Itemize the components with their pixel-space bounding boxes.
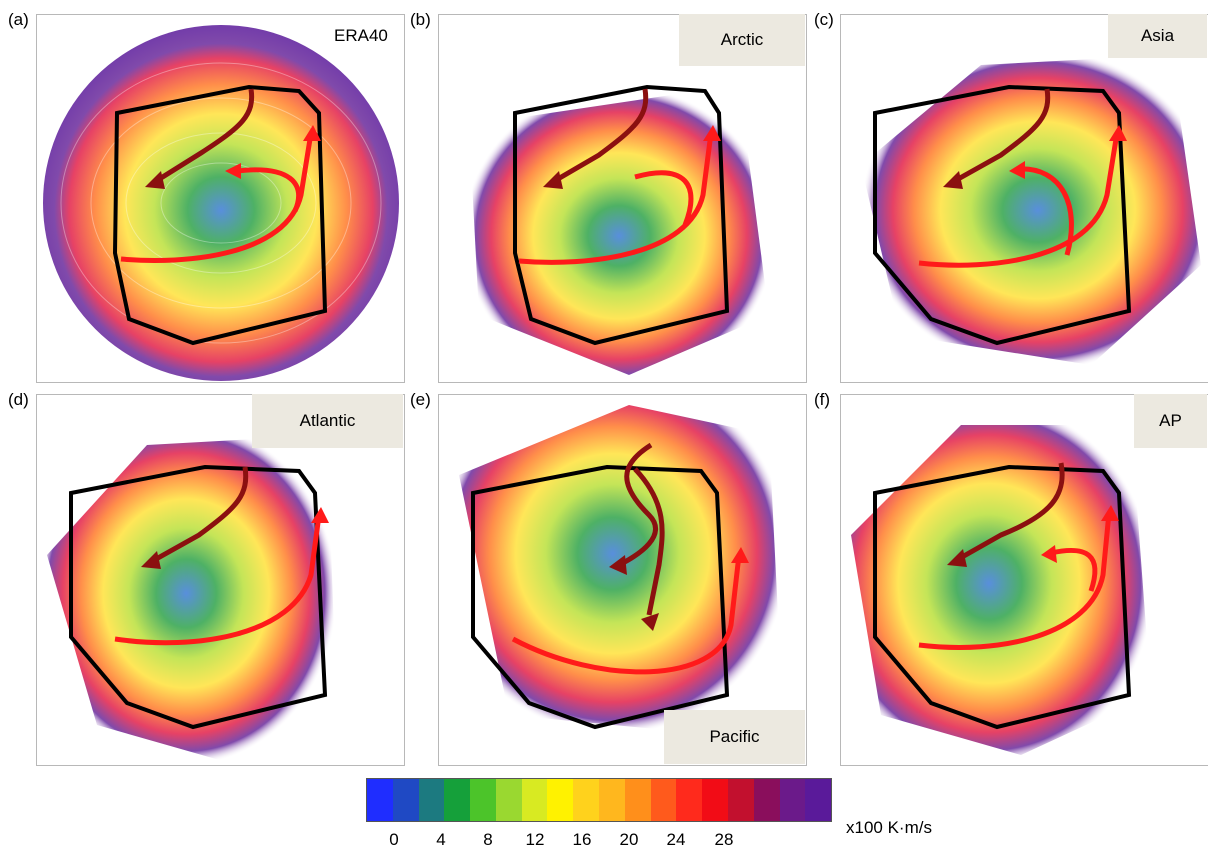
panel-letter: (f) xyxy=(814,390,831,409)
streamline-map xyxy=(459,405,779,735)
map-frame xyxy=(438,14,807,383)
streamline-map xyxy=(861,55,1201,365)
streamline-map xyxy=(469,84,769,375)
flow-field xyxy=(851,425,1151,755)
colorbar-cell xyxy=(573,779,600,821)
domain-box xyxy=(69,464,328,730)
domain-box xyxy=(513,84,730,346)
colorbar-cell xyxy=(599,779,625,821)
panel-label: AP xyxy=(1134,394,1207,448)
colorbar-tick-label: 0 xyxy=(389,830,399,849)
domain-box xyxy=(873,84,1132,346)
colorbar-cell xyxy=(650,779,677,821)
flow-arrow-dark xyxy=(151,88,255,186)
colorbar-cell xyxy=(444,779,471,821)
colorbar-units: x100 K·m/s xyxy=(846,818,932,837)
map-frame xyxy=(840,14,1208,383)
colorbar-tick-label: 12 xyxy=(525,830,545,849)
colorbar-cell xyxy=(521,779,548,821)
streamline-map xyxy=(851,425,1151,755)
flow-arrow-dark xyxy=(949,88,1051,186)
colorbar-tick-label: 28 xyxy=(714,830,734,849)
colorbar xyxy=(366,778,832,822)
panel-label: Pacific xyxy=(664,710,805,764)
streamline-map xyxy=(47,435,337,765)
panel-label: Atlantic xyxy=(252,394,403,448)
colorbar-cell xyxy=(805,779,832,821)
colorbar-cell xyxy=(367,779,393,821)
map-frame xyxy=(840,394,1208,766)
panel-letter: (b) xyxy=(410,10,431,29)
colorbar-cell xyxy=(624,779,651,821)
colorbar-cell xyxy=(495,779,522,821)
flow-arrow-bright xyxy=(518,132,714,265)
colorbar-tick-label: 20 xyxy=(619,830,639,849)
panel-label: ERA40 xyxy=(334,26,388,45)
flow-arrow-dark xyxy=(617,442,658,568)
colorbar-cell xyxy=(727,779,754,821)
domain-box xyxy=(873,464,1132,730)
colorbar-cell xyxy=(470,779,496,821)
flow-field xyxy=(861,55,1201,365)
colorbar-cell xyxy=(418,779,445,821)
panel-label: Asia xyxy=(1108,14,1207,58)
flow-arrow-dark xyxy=(549,88,649,186)
domain-box xyxy=(112,84,328,346)
flow-field xyxy=(469,85,769,375)
panel-letter: (e) xyxy=(410,390,431,409)
domain-box xyxy=(471,464,730,730)
streamline-map xyxy=(43,25,399,381)
map-frame xyxy=(438,394,807,766)
flow-arrow-bright xyxy=(918,512,1112,650)
map-frame xyxy=(36,394,405,766)
flow-arrow-bright xyxy=(511,554,742,675)
colorbar-tick-label: 16 xyxy=(572,830,592,849)
flow-field xyxy=(43,25,399,381)
colorbar-tick-label: 4 xyxy=(436,830,446,849)
colorbar-cell xyxy=(702,779,728,821)
panel-letter: (c) xyxy=(814,10,834,29)
colorbar-cell xyxy=(392,779,419,821)
flow-field xyxy=(47,435,337,765)
flow-arrow-bright xyxy=(918,132,1120,268)
colorbar-tick-label: 24 xyxy=(666,830,686,849)
colorbar-cell xyxy=(676,779,703,821)
colorbar-cell xyxy=(547,779,574,821)
flow-arrow-dark xyxy=(147,466,249,566)
flow-arrow-bright xyxy=(114,514,322,646)
colorbar-cell xyxy=(779,779,806,821)
colorbar-cell xyxy=(753,779,780,821)
panel-label: Arctic xyxy=(679,14,805,66)
colorbar-tick-label: 8 xyxy=(483,830,493,849)
flow-arrow-dark xyxy=(953,462,1065,564)
map-frame xyxy=(36,14,405,383)
panel-letter: (a) xyxy=(8,10,29,29)
panel-letter: (d) xyxy=(8,390,29,409)
